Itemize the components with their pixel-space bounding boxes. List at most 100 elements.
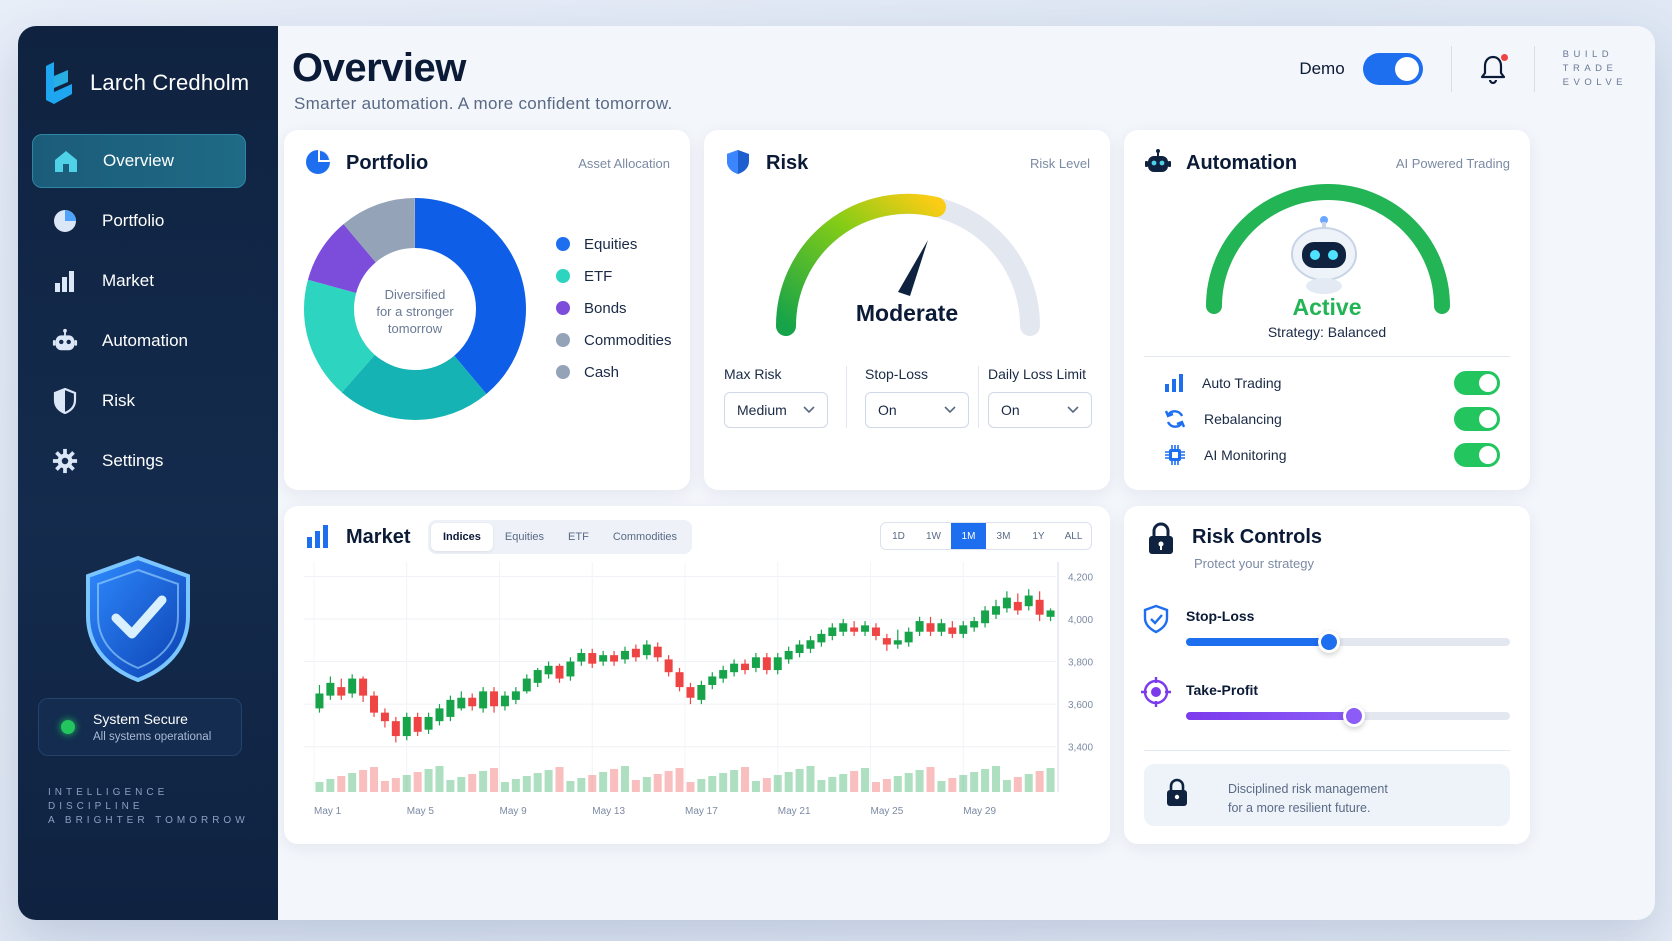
field-label: Daily Loss Limit <box>988 366 1087 382</box>
gauge-needle <box>898 240 928 296</box>
volume-bar <box>631 780 640 792</box>
chevron-down-icon <box>944 406 956 414</box>
bar-chart-icon <box>307 525 328 548</box>
tab-equities[interactable]: Equities <box>504 531 545 543</box>
tagline-line: A BRIGHTER TOMORROW <box>48 815 249 826</box>
demo-label: Demo <box>1299 59 1345 78</box>
legend-item: Cash <box>556 356 672 388</box>
sidebar-item-automation[interactable]: Automation <box>32 314 246 368</box>
volume-bar <box>1024 774 1033 792</box>
range-1m[interactable]: 1M <box>951 523 986 549</box>
stop-loss-slider[interactable] <box>1186 631 1510 653</box>
brand-logo[interactable]: Larch Credholm <box>42 62 249 104</box>
page-title: Overview <box>292 46 466 90</box>
risk-field: Max Risk Medium <box>724 366 847 428</box>
slider-handle[interactable] <box>1317 631 1340 653</box>
range-all[interactable]: ALL <box>1064 530 1083 542</box>
y-tick-label: 4,000 <box>1068 615 1093 626</box>
card-title: Risk <box>766 152 809 174</box>
legend-dot <box>556 237 570 251</box>
notifications-button[interactable] <box>1480 54 1508 85</box>
volume-bar <box>588 775 597 792</box>
brand-name: Larch Credholm <box>90 70 250 95</box>
center-line: for a stronger <box>376 304 454 319</box>
tab-indices[interactable]: Indices <box>431 523 493 551</box>
volume-bar <box>380 781 389 792</box>
volume-bar <box>839 774 848 792</box>
volume-bar <box>970 772 979 792</box>
rebalancing-row: Rebalancing <box>1164 404 1500 434</box>
x-tick-label: May 21 <box>778 806 811 817</box>
candle-body <box>544 665 553 675</box>
range-1y[interactable]: 1Y <box>1032 530 1045 542</box>
candle-body <box>479 691 488 709</box>
y-tick-label: 3,400 <box>1068 743 1093 754</box>
status-title: System Secure <box>93 711 188 727</box>
refresh-icon <box>1164 410 1186 428</box>
risk-fields: Max Risk Medium Stop-Loss On Daily Loss … <box>724 366 1092 428</box>
daily-loss-select[interactable]: On <box>988 392 1092 428</box>
range-3m[interactable]: 3M <box>996 530 1011 542</box>
automation-status: Active <box>1292 294 1362 320</box>
candle-body <box>620 650 629 660</box>
card-title: Market <box>346 526 411 548</box>
candle-body <box>948 627 957 634</box>
automation-card: Automation AI Powered Trading Active Str… <box>1124 130 1530 490</box>
max-risk-select[interactable]: Medium <box>724 392 828 428</box>
volume-bar <box>708 776 717 792</box>
sidebar-item-label: Settings <box>102 451 164 470</box>
candle-body <box>697 684 706 700</box>
volume-bar <box>566 781 575 792</box>
range-1w[interactable]: 1W <box>926 530 941 542</box>
candle-body <box>861 625 870 632</box>
sidebar-item-market[interactable]: Market <box>32 254 246 308</box>
volume-bar <box>904 773 913 792</box>
candle-body <box>380 712 389 722</box>
demo-toggle[interactable] <box>1362 53 1423 85</box>
candle-body <box>337 687 346 696</box>
stop-loss-select[interactable]: On <box>865 392 969 428</box>
volume-bar <box>828 777 837 792</box>
sidebar-item-risk[interactable]: Risk <box>32 374 246 428</box>
candle-body <box>370 695 379 713</box>
slider-fill <box>1186 712 1355 720</box>
auto-trading-toggle[interactable] <box>1454 371 1500 395</box>
legend-item: Commodities <box>556 324 672 356</box>
app-window: Larch Credholm Overview Portfolio Market <box>18 26 1655 920</box>
candle-body <box>981 610 990 624</box>
take-profit-slider[interactable] <box>1186 705 1510 727</box>
candle-body <box>446 699 455 717</box>
candle-body <box>511 691 520 700</box>
select-value: On <box>1001 402 1020 418</box>
candle-body <box>1024 595 1033 607</box>
candle-body <box>686 687 695 698</box>
candle-body <box>751 657 760 668</box>
sidebar-item-settings[interactable]: Settings <box>32 434 246 488</box>
sidebar-item-overview[interactable]: Overview <box>32 134 246 188</box>
volume-bar <box>806 766 815 792</box>
volume-bar <box>882 779 891 792</box>
candle-body <box>730 663 739 673</box>
select-value: On <box>878 402 897 418</box>
tagline-line: INTELLIGENCE <box>48 787 169 798</box>
volume-bar <box>751 781 760 792</box>
tab-commodities[interactable]: Commodities <box>612 531 678 543</box>
candle-body <box>828 627 837 636</box>
range-1d[interactable]: 1D <box>892 530 905 542</box>
candle-body <box>904 631 913 643</box>
ai-monitoring-toggle[interactable] <box>1454 443 1500 467</box>
rebalancing-toggle[interactable] <box>1454 407 1500 431</box>
candle-body <box>653 646 662 658</box>
volume-bar <box>893 776 902 792</box>
sidebar-item-portfolio[interactable]: Portfolio <box>32 194 246 248</box>
slider-handle[interactable] <box>1343 705 1366 727</box>
card-title: Automation <box>1186 152 1298 174</box>
slider-label: Take-Profit <box>1186 682 1259 698</box>
volume-bar <box>675 768 684 792</box>
tab-etf[interactable]: ETF <box>568 531 589 543</box>
candle-body <box>435 708 444 722</box>
tagline-line: DISCIPLINE <box>48 801 144 812</box>
volume-bar <box>817 780 826 792</box>
volume-bar <box>457 777 466 792</box>
candle-body <box>1035 599 1044 615</box>
